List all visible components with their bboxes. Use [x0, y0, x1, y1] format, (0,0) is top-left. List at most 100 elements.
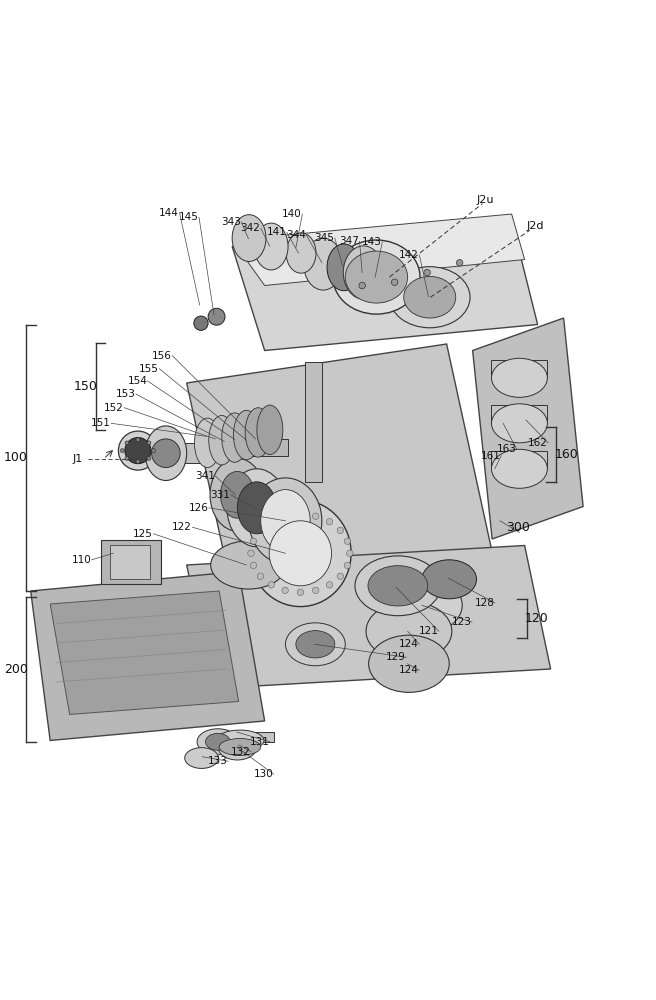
Bar: [110, 545, 150, 579]
Text: 341: 341: [195, 471, 215, 481]
Bar: [491, 451, 547, 469]
Ellipse shape: [197, 729, 239, 755]
Circle shape: [457, 260, 463, 266]
Text: 100: 100: [4, 451, 28, 464]
Bar: [214, 732, 274, 742]
Ellipse shape: [209, 416, 235, 465]
Bar: [101, 540, 161, 584]
Polygon shape: [187, 344, 492, 591]
Text: 129: 129: [386, 652, 406, 662]
Ellipse shape: [226, 741, 249, 755]
Text: 161: 161: [481, 451, 501, 461]
Ellipse shape: [285, 623, 345, 666]
Ellipse shape: [269, 521, 331, 586]
Text: 120: 120: [524, 612, 548, 625]
Text: 345: 345: [314, 233, 335, 243]
Ellipse shape: [368, 566, 428, 606]
Circle shape: [424, 269, 430, 276]
Circle shape: [119, 431, 157, 470]
Text: 145: 145: [178, 212, 199, 222]
Circle shape: [344, 562, 350, 569]
Ellipse shape: [491, 404, 547, 443]
Circle shape: [147, 456, 151, 460]
Text: 342: 342: [240, 223, 260, 233]
Text: 153: 153: [115, 389, 136, 399]
Text: J2d: J2d: [526, 221, 544, 231]
Ellipse shape: [345, 251, 407, 303]
Text: 300: 300: [506, 521, 530, 534]
Bar: [491, 405, 547, 423]
Ellipse shape: [390, 267, 470, 328]
Ellipse shape: [382, 577, 462, 634]
Ellipse shape: [210, 458, 264, 531]
Ellipse shape: [369, 635, 449, 692]
Polygon shape: [472, 318, 583, 539]
Ellipse shape: [249, 478, 322, 564]
Text: 141: 141: [266, 227, 286, 237]
Circle shape: [337, 527, 344, 534]
Ellipse shape: [194, 418, 220, 468]
Ellipse shape: [232, 215, 266, 261]
Text: 156: 156: [152, 351, 172, 361]
Text: 162: 162: [527, 438, 548, 448]
Circle shape: [326, 518, 333, 525]
Polygon shape: [50, 591, 239, 714]
Circle shape: [125, 438, 151, 464]
Circle shape: [268, 582, 275, 588]
Circle shape: [125, 441, 129, 445]
Circle shape: [312, 587, 319, 594]
Ellipse shape: [237, 482, 276, 534]
Text: 140: 140: [282, 209, 302, 219]
Text: 130: 130: [253, 769, 274, 779]
Bar: [207, 439, 288, 456]
Bar: [491, 360, 547, 378]
Text: 143: 143: [362, 237, 382, 247]
Circle shape: [337, 573, 344, 579]
Text: 331: 331: [211, 490, 230, 500]
Circle shape: [152, 439, 180, 468]
Ellipse shape: [296, 631, 335, 658]
Ellipse shape: [250, 500, 351, 607]
Text: 110: 110: [72, 555, 91, 565]
Text: 124: 124: [399, 639, 419, 649]
Circle shape: [120, 449, 124, 453]
Ellipse shape: [333, 240, 420, 314]
Text: 126: 126: [188, 503, 209, 513]
Ellipse shape: [227, 469, 287, 547]
Text: 152: 152: [104, 403, 124, 413]
Ellipse shape: [343, 246, 384, 299]
Ellipse shape: [286, 233, 316, 273]
Ellipse shape: [219, 739, 260, 755]
Bar: [305, 362, 322, 482]
Polygon shape: [232, 214, 525, 286]
Text: 124: 124: [399, 665, 419, 675]
Ellipse shape: [422, 560, 476, 599]
Ellipse shape: [260, 490, 310, 552]
Ellipse shape: [355, 556, 441, 616]
Text: 200: 200: [4, 663, 28, 676]
Ellipse shape: [222, 413, 248, 462]
Text: 142: 142: [399, 250, 419, 260]
Text: 123: 123: [451, 617, 472, 627]
Circle shape: [250, 562, 256, 569]
Circle shape: [136, 460, 140, 463]
Circle shape: [136, 438, 140, 442]
Circle shape: [297, 589, 304, 596]
Ellipse shape: [491, 449, 547, 488]
Text: 347: 347: [339, 236, 359, 246]
Text: 144: 144: [159, 208, 179, 218]
Ellipse shape: [205, 733, 230, 750]
Circle shape: [282, 587, 289, 594]
Circle shape: [248, 550, 255, 557]
Text: 128: 128: [474, 598, 494, 608]
Circle shape: [147, 441, 151, 445]
Text: 133: 133: [208, 756, 228, 766]
Ellipse shape: [216, 730, 264, 751]
Ellipse shape: [327, 244, 361, 291]
Circle shape: [268, 518, 275, 525]
Circle shape: [346, 550, 353, 557]
Ellipse shape: [257, 405, 283, 455]
Ellipse shape: [234, 410, 260, 460]
Circle shape: [359, 282, 365, 289]
Ellipse shape: [218, 737, 256, 760]
